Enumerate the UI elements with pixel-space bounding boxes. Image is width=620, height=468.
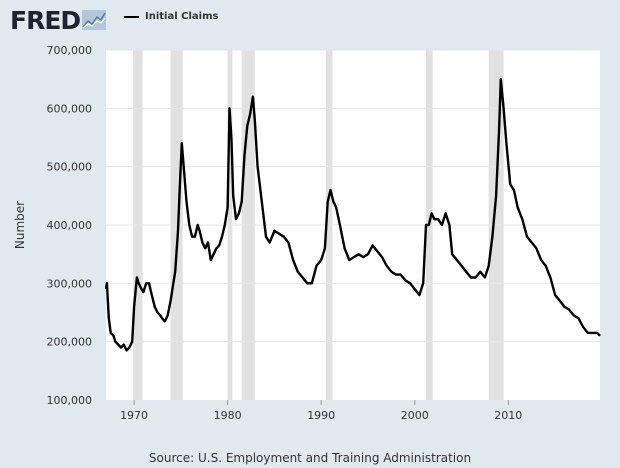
x-tick-label: 1990 xyxy=(307,409,335,422)
x-tick-label: 2010 xyxy=(494,409,522,422)
source-note: Source: U.S. Employment and Training Adm… xyxy=(148,451,472,465)
chart-legend: Initial Claims xyxy=(124,11,218,22)
x-tick-label: 1970 xyxy=(120,409,148,422)
series-line-initial-claims xyxy=(104,78,601,352)
fred-chart-icon xyxy=(82,10,107,30)
y-tick-label: 700,000 xyxy=(47,44,93,57)
y-tick-label: 500,000 xyxy=(47,161,93,174)
legend-label: Initial Claims xyxy=(145,11,219,22)
fred-header: FRED xyxy=(10,5,107,35)
x-axis-ticks: 1970 1980 1990 2000 2010 xyxy=(120,400,522,422)
x-tick-label: 2000 xyxy=(401,409,429,422)
y-tick-label: 300,000 xyxy=(47,277,93,290)
x-tick-label: 1980 xyxy=(214,409,242,422)
y-tick-label: 600,000 xyxy=(47,102,93,115)
fred-logo[interactable]: FRED xyxy=(10,5,81,35)
y-tick-label: 100,000 xyxy=(47,394,93,407)
y-axis-title: Number xyxy=(13,201,27,249)
y-tick-label: 200,000 xyxy=(47,336,93,349)
legend-swatch xyxy=(124,15,139,18)
y-tick-label: 400,000 xyxy=(47,219,93,232)
y-axis-ticks: 100,000 200,000 300,000 400,000 500,000 600,0… xyxy=(47,44,93,407)
